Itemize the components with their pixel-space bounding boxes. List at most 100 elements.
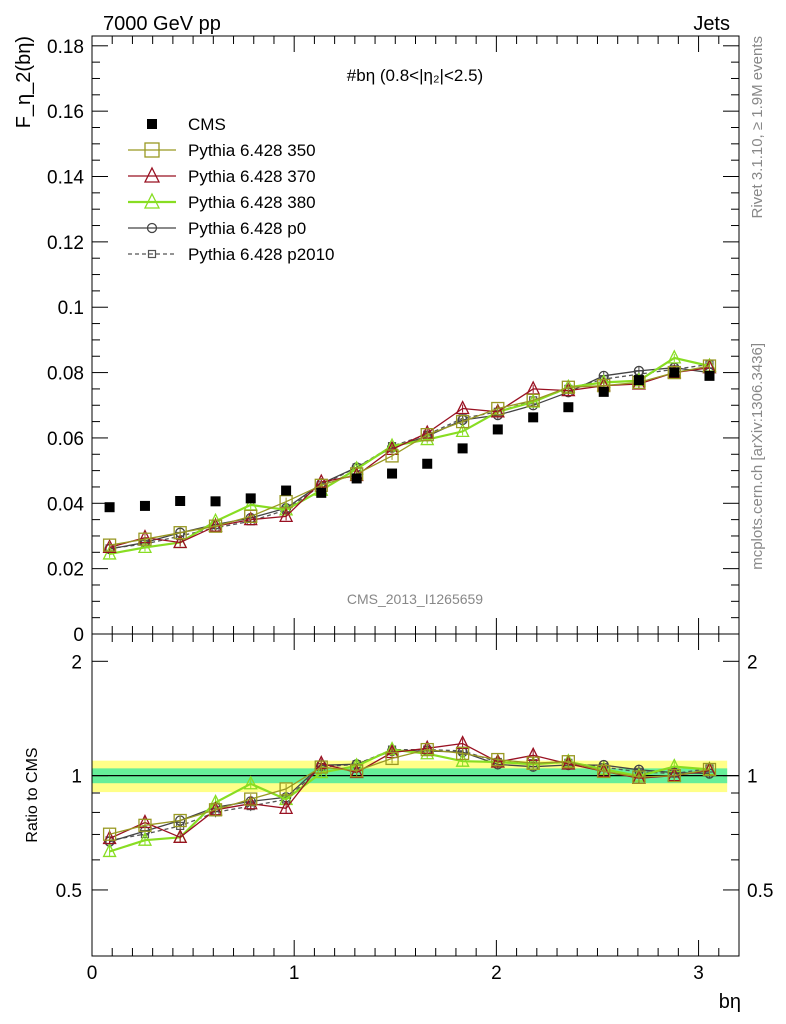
ratio-tick-label-right: 1 xyxy=(747,767,758,788)
ratio-point xyxy=(279,799,294,814)
data-point xyxy=(208,519,223,533)
data-point xyxy=(137,538,153,554)
ratio-point xyxy=(632,770,646,784)
series-line xyxy=(109,367,710,549)
cms-point xyxy=(245,493,256,504)
watermark: CMS_2013_I1265659 xyxy=(347,591,483,607)
ratio-point xyxy=(173,828,188,843)
cms-point xyxy=(598,386,609,397)
cms-point xyxy=(457,443,468,454)
y-tick-label: 0.06 xyxy=(47,429,84,450)
legend-label: Pythia 6.428 370 xyxy=(188,167,316,186)
legend-marker xyxy=(143,192,161,209)
ratio-point xyxy=(243,775,258,790)
data-point xyxy=(420,428,434,442)
y-tick-label: 0.16 xyxy=(47,102,84,123)
y-tick-label: 0.02 xyxy=(47,560,84,581)
cms-point xyxy=(422,458,433,469)
ratio-point xyxy=(455,752,470,767)
cms-point xyxy=(351,473,362,484)
y-tick-label: 0.1 xyxy=(58,298,84,319)
data-point xyxy=(243,511,258,526)
mcplots-label: mcplots.cern.ch [arXiv:1306.3436] xyxy=(749,343,766,570)
cms-point xyxy=(175,496,186,507)
legend-marker xyxy=(144,142,160,158)
ratio-tick-label: 2 xyxy=(71,652,82,673)
y-tick-label: 0 xyxy=(73,625,84,646)
legend-marker xyxy=(147,249,157,259)
ratio-point xyxy=(244,792,258,806)
data-point xyxy=(173,534,188,549)
ratio-point xyxy=(102,827,117,841)
cms-point xyxy=(281,485,292,496)
ratio-point xyxy=(102,842,117,858)
data-point xyxy=(455,400,470,415)
ratio-point xyxy=(173,813,187,828)
cms-point xyxy=(563,402,574,413)
y-tick-label: 0.18 xyxy=(47,37,84,58)
ratio-point xyxy=(490,753,505,768)
legend-label: Pythia 6.428 p2010 xyxy=(188,245,335,264)
bottom-frame xyxy=(91,633,740,957)
ratio-point xyxy=(314,764,329,779)
legend-label: Pythia 6.428 380 xyxy=(188,193,316,212)
ratio-point xyxy=(385,751,399,766)
legend-label: CMS xyxy=(188,115,226,134)
data-point xyxy=(279,495,293,509)
data-point xyxy=(385,449,399,463)
ratio-tick-label: 1 xyxy=(71,767,82,788)
ratio-point xyxy=(102,830,117,845)
ratio-point xyxy=(526,756,540,770)
data-point xyxy=(526,393,540,408)
cms-point xyxy=(704,370,715,381)
y-tick-label: 0.14 xyxy=(47,168,84,189)
data-point xyxy=(102,538,117,552)
ratio-point xyxy=(350,764,364,778)
panel-title: #bη (0.8<|η₂|<2.5) xyxy=(347,66,483,85)
x-tick-label: 1 xyxy=(289,963,300,984)
data-point xyxy=(667,365,681,380)
cms-point xyxy=(139,500,150,511)
legend-marker xyxy=(143,166,161,183)
cms-point xyxy=(633,375,644,386)
data-point xyxy=(561,380,576,394)
ratio-point xyxy=(420,742,434,757)
ratio-tick-label-right: 2 xyxy=(747,652,758,673)
legend: CMS Pythia 6.428 350 Pythia 6.428 370 Pythi… xyxy=(128,115,335,264)
data-point xyxy=(455,422,470,438)
ratio-point xyxy=(138,818,152,832)
series-line xyxy=(109,367,710,550)
ratio-point xyxy=(243,795,258,810)
cms-point xyxy=(387,468,398,479)
ratio-point xyxy=(349,764,364,779)
series-line xyxy=(109,365,710,546)
data-point xyxy=(455,414,470,429)
legend-label: Pythia 6.428 p0 xyxy=(188,219,306,238)
ratio-point xyxy=(702,762,717,777)
y-tick-label: 0.04 xyxy=(47,494,84,515)
data-point xyxy=(667,349,682,364)
ratio-tick-label-right: 0.5 xyxy=(747,881,773,902)
data-point xyxy=(138,532,152,546)
ratio-point xyxy=(279,782,293,796)
top-ylabel: F_η_2(bη) xyxy=(13,36,35,128)
top-panel: 0 0.02 0.04 0.06 0.08 0.1 0.12 0.14 0.16 0.18 #bη… xyxy=(13,35,740,646)
legend-marker xyxy=(146,222,158,234)
ratio-point xyxy=(314,760,328,774)
ratio-tick-label: 0.5 xyxy=(56,881,82,902)
header-left: 7000 GeV pp xyxy=(103,13,221,35)
ratio-point xyxy=(455,746,470,761)
ratio-point xyxy=(491,752,505,767)
cms-point xyxy=(528,412,539,423)
ratio-point xyxy=(208,803,223,817)
cms-point xyxy=(492,424,503,435)
legend-marker xyxy=(147,119,157,129)
ratio-point xyxy=(137,831,153,846)
x-tick-label: 3 xyxy=(693,963,704,984)
ratio-point xyxy=(561,755,576,769)
series-line xyxy=(109,356,710,555)
data-point xyxy=(491,401,505,416)
data-point xyxy=(102,538,117,554)
header-right: Jets xyxy=(693,13,730,35)
x-tick-label: 0 xyxy=(87,963,98,984)
